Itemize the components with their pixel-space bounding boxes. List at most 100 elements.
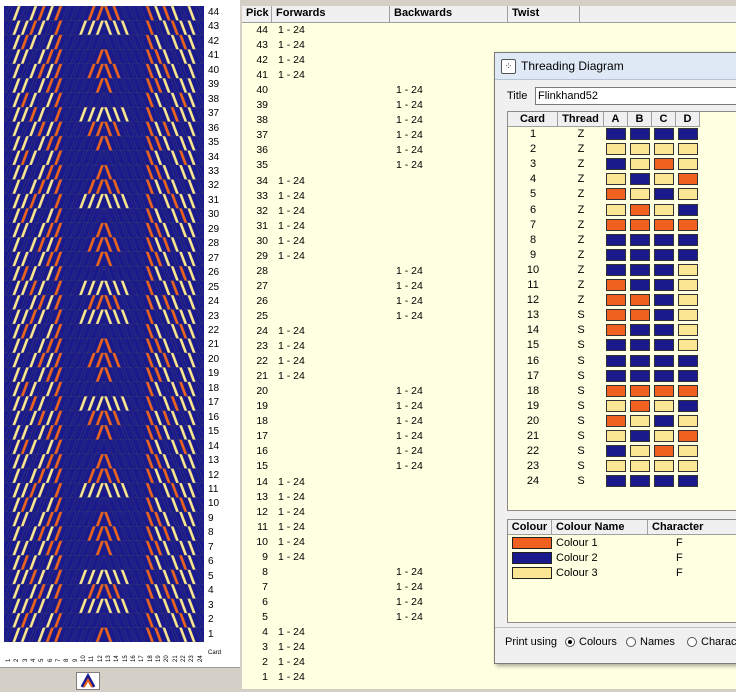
- pick-row[interactable]: 31 1 - 24: [242, 219, 736, 234]
- pick-row[interactable]: 34 1 - 24: [242, 174, 736, 189]
- card-row[interactable]: 18 S: [508, 384, 736, 399]
- hole-b-cell[interactable]: [630, 324, 650, 337]
- hole-a-cell[interactable]: [606, 414, 626, 427]
- pick-row[interactable]: 14 1 - 24: [242, 475, 736, 490]
- colour-swatch[interactable]: [512, 552, 552, 564]
- hole-c-cell[interactable]: [654, 218, 674, 231]
- pick-row[interactable]: 38 1 - 24: [242, 113, 736, 128]
- weave-view-icon[interactable]: [76, 672, 100, 690]
- hole-b-cell[interactable]: [630, 248, 650, 261]
- pick-row[interactable]: 9 1 - 24: [242, 550, 736, 565]
- pick-row[interactable]: 24 1 - 24: [242, 324, 736, 339]
- print-colours-radio[interactable]: [565, 637, 575, 647]
- pick-row[interactable]: 17 1 - 24: [242, 429, 736, 444]
- hole-d-cell[interactable]: [678, 128, 698, 140]
- pick-row[interactable]: 2 1 - 24: [242, 655, 736, 670]
- hole-a-cell[interactable]: [606, 218, 626, 231]
- hole-a-cell[interactable]: [606, 354, 626, 367]
- hole-a-cell[interactable]: [606, 445, 626, 458]
- hole-a-cell[interactable]: [606, 143, 626, 156]
- hole-b-cell[interactable]: [630, 445, 650, 458]
- hole-b-cell[interactable]: [630, 430, 650, 442]
- pick-row[interactable]: 23 1 - 24: [242, 339, 736, 354]
- pick-row[interactable]: 28 1 - 24: [242, 264, 736, 279]
- hole-a-cell[interactable]: [606, 339, 626, 352]
- hole-a-cell[interactable]: [606, 430, 626, 442]
- pick-row[interactable]: 33 1 - 24: [242, 189, 736, 204]
- hole-d-cell[interactable]: [678, 339, 698, 352]
- print-names-label[interactable]: Names: [640, 636, 675, 648]
- hole-c-cell[interactable]: [654, 475, 674, 488]
- pick-row[interactable]: 16 1 - 24: [242, 444, 736, 459]
- pick-row[interactable]: 21 1 - 24: [242, 369, 736, 384]
- hole-a-cell[interactable]: [606, 263, 626, 276]
- hole-d-cell[interactable]: [678, 309, 698, 322]
- hole-b-cell[interactable]: [630, 128, 650, 140]
- hole-c-cell[interactable]: [654, 233, 674, 246]
- card-row[interactable]: 11 Z: [508, 278, 736, 293]
- hole-b-cell[interactable]: [630, 218, 650, 231]
- hole-b-cell[interactable]: [630, 158, 650, 171]
- hole-d-cell[interactable]: [678, 369, 698, 382]
- card-row[interactable]: 16 S: [508, 354, 736, 369]
- column-header-forwards[interactable]: Forwards: [272, 6, 390, 22]
- hole-b-cell[interactable]: [630, 460, 650, 473]
- hole-b-cell[interactable]: [630, 399, 650, 412]
- hole-c-cell[interactable]: [654, 279, 674, 291]
- hole-a-cell[interactable]: [606, 369, 626, 382]
- pick-row[interactable]: 11 1 - 24: [242, 520, 736, 535]
- pick-row[interactable]: 26 1 - 24: [242, 294, 736, 309]
- hole-c-cell[interactable]: [654, 399, 674, 412]
- pick-row[interactable]: 22 1 - 24: [242, 354, 736, 369]
- card-row[interactable]: 23 S: [508, 459, 736, 474]
- hole-d-cell[interactable]: [678, 414, 698, 427]
- hole-a-cell[interactable]: [606, 294, 626, 307]
- pick-row[interactable]: 15 1 - 24: [242, 459, 736, 474]
- hole-b-cell[interactable]: [630, 294, 650, 307]
- hole-b-cell[interactable]: [630, 233, 650, 246]
- pick-row[interactable]: 3 1 - 24: [242, 640, 736, 655]
- pick-row[interactable]: 44 1 - 24: [242, 23, 736, 38]
- hole-a-cell[interactable]: [606, 460, 626, 473]
- card-row[interactable]: 15 S: [508, 338, 736, 353]
- pick-row[interactable]: 30 1 - 24: [242, 234, 736, 249]
- hole-c-cell[interactable]: [654, 158, 674, 171]
- hole-d-cell[interactable]: [678, 430, 698, 442]
- hole-c-cell[interactable]: [654, 460, 674, 473]
- hole-c-cell[interactable]: [654, 324, 674, 337]
- pick-row[interactable]: 39 1 - 24: [242, 98, 736, 113]
- pick-row[interactable]: 20 1 - 24: [242, 384, 736, 399]
- hole-a-cell[interactable]: [606, 399, 626, 412]
- pick-row[interactable]: 27 1 - 24: [242, 279, 736, 294]
- colour-table[interactable]: Colour Colour Name Character Colour 1 F Co…: [507, 519, 736, 623]
- hole-b-cell[interactable]: [630, 188, 650, 201]
- hole-b-cell[interactable]: [630, 263, 650, 276]
- print-colours-label[interactable]: Colours: [579, 636, 617, 648]
- hole-a-cell[interactable]: [606, 279, 626, 291]
- hole-d-cell[interactable]: [678, 233, 698, 246]
- hole-c-cell[interactable]: [654, 263, 674, 276]
- pick-row[interactable]: 42 1 - 24: [242, 53, 736, 68]
- pick-row[interactable]: 37 1 - 24: [242, 128, 736, 143]
- colour-row[interactable]: Colour 3 F: [508, 566, 736, 581]
- hole-d-cell[interactable]: [678, 475, 698, 488]
- hole-b-cell[interactable]: [630, 309, 650, 322]
- hole-a-cell[interactable]: [606, 233, 626, 246]
- hole-c-cell[interactable]: [654, 339, 674, 352]
- print-character-radio[interactable]: [687, 637, 697, 647]
- hole-d-cell[interactable]: [678, 460, 698, 473]
- pick-row[interactable]: 19 1 - 24: [242, 399, 736, 414]
- hole-b-cell[interactable]: [630, 279, 650, 291]
- hole-d-cell[interactable]: [678, 294, 698, 307]
- pick-row[interactable]: 5 1 - 24: [242, 610, 736, 625]
- pick-row[interactable]: 40 1 - 24: [242, 83, 736, 98]
- hole-d-cell[interactable]: [678, 203, 698, 216]
- hole-d-cell[interactable]: [678, 218, 698, 231]
- hole-d-cell[interactable]: [678, 158, 698, 171]
- hole-c-cell[interactable]: [654, 369, 674, 382]
- pick-row[interactable]: 41 1 - 24: [242, 68, 736, 83]
